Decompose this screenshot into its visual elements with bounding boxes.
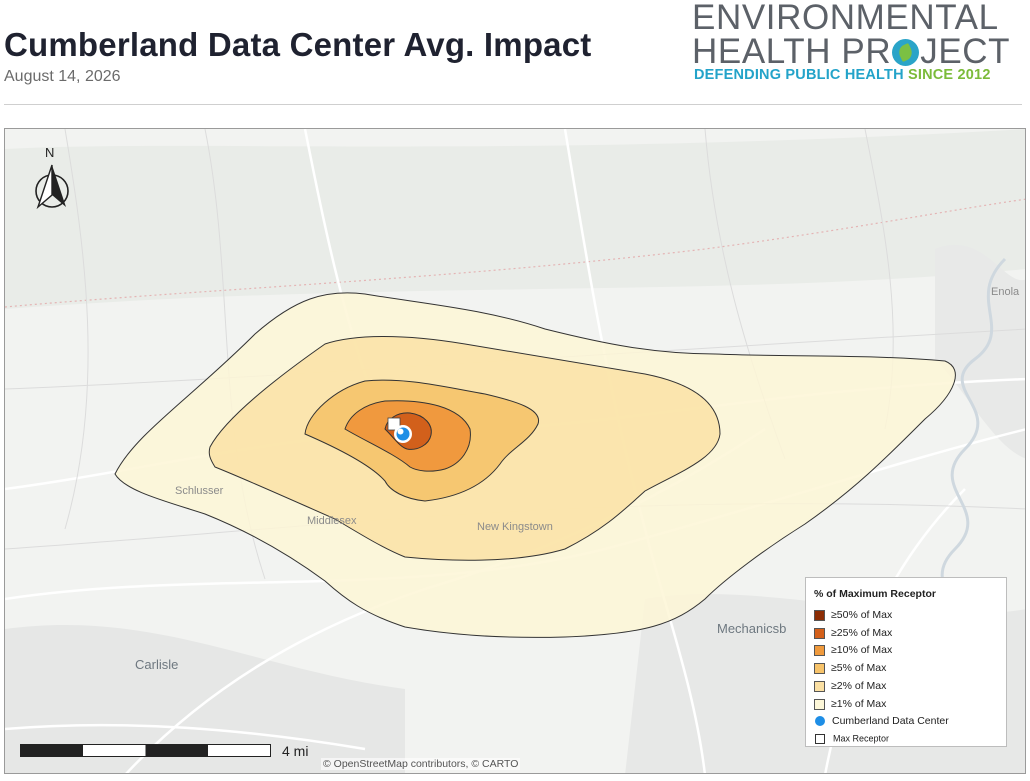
scale-bar: 4 mi xyxy=(20,743,340,773)
ehp-logo: ENVIRONMENTAL HEALTH PR JECT DEFENDING PU… xyxy=(692,0,1024,88)
legend-item-receptor: Max Receptor xyxy=(814,733,889,747)
legend-swatch xyxy=(814,644,825,656)
map-frame[interactable]: Schlusser Middlesex New Kingstown Mechan… xyxy=(4,128,1026,774)
legend-item-25: ≥25% of Max xyxy=(814,627,892,641)
legend-label: ≥50% of Max xyxy=(831,609,893,622)
report-date: August 14, 2026 xyxy=(4,68,121,85)
legend-swatch xyxy=(814,698,825,710)
legend-item-1: ≥1% of Max xyxy=(814,698,886,712)
legend-item-5: ≥5% of Max xyxy=(814,662,886,676)
legend-label: Max Receptor xyxy=(833,733,890,744)
legend-item-10: ≥10% of Max xyxy=(814,644,892,658)
legend-swatch xyxy=(814,662,825,674)
logo-tagline: DEFENDING PUBLIC HEALTH SINCE 2012 xyxy=(694,67,991,83)
ridge-forest-area xyxy=(5,129,1025,309)
place-schlusser: Schlusser xyxy=(175,485,224,497)
logo-line-health-project: HEALTH PR JECT xyxy=(692,34,1010,69)
legend-swatch xyxy=(814,680,825,692)
legend-item-facility: Cumberland Data Center xyxy=(814,715,949,729)
place-middlesex: Middlesex xyxy=(307,515,357,527)
logo-text-ject: JECT xyxy=(920,32,1011,71)
scale-label: 4 mi xyxy=(282,743,309,759)
legend-item-2: ≥2% of Max xyxy=(814,680,886,694)
carlisle-urban-area xyxy=(5,624,405,773)
place-carlisle: Carlisle xyxy=(135,657,179,672)
header-divider xyxy=(4,104,1022,105)
enola-urban-area xyxy=(935,244,1025,459)
tagline-defending: DEFENDING PUBLIC HEALTH xyxy=(694,67,904,83)
legend-label: ≥2% of Max xyxy=(831,680,887,693)
legend-label: ≥5% of Max xyxy=(831,662,887,675)
max-receptor-marker xyxy=(387,417,401,431)
legend-label: ≥1% of Max xyxy=(831,698,887,711)
globe-leaf-icon xyxy=(892,39,920,66)
map-attribution[interactable]: © OpenStreetMap contributors, © CARTO xyxy=(321,758,521,770)
logo-line-environmental: ENVIRONMENTAL xyxy=(692,0,999,37)
facility-dot-icon xyxy=(815,716,825,727)
north-arrow: N xyxy=(33,145,73,211)
scale-bar-graphic xyxy=(20,744,271,757)
tagline-since: SINCE 2012 xyxy=(907,67,991,83)
legend-item-50: ≥50% of Max xyxy=(814,609,892,623)
logo-text-health-pr: HEALTH PR xyxy=(692,32,892,71)
legend-swatch xyxy=(814,609,825,621)
receptor-square-icon xyxy=(815,733,825,744)
page-title: Cumberland Data Center Avg. Impact xyxy=(4,26,592,63)
place-enola: Enola xyxy=(991,286,1020,298)
legend: % of Maximum Receptor ≥50% of Max ≥25% o… xyxy=(805,577,1007,747)
place-mechanicsburg: Mechanicsb xyxy=(717,621,787,636)
place-new-kingstown: New Kingstown xyxy=(477,521,553,533)
legend-swatch xyxy=(814,627,825,639)
north-arrow-icon xyxy=(35,164,69,210)
legend-label: ≥25% of Max xyxy=(831,627,893,640)
legend-title: % of Maximum Receptor xyxy=(814,588,936,600)
north-label: N xyxy=(45,145,55,160)
legend-label: ≥10% of Max xyxy=(831,644,893,657)
legend-label: Cumberland Data Center xyxy=(832,715,949,728)
